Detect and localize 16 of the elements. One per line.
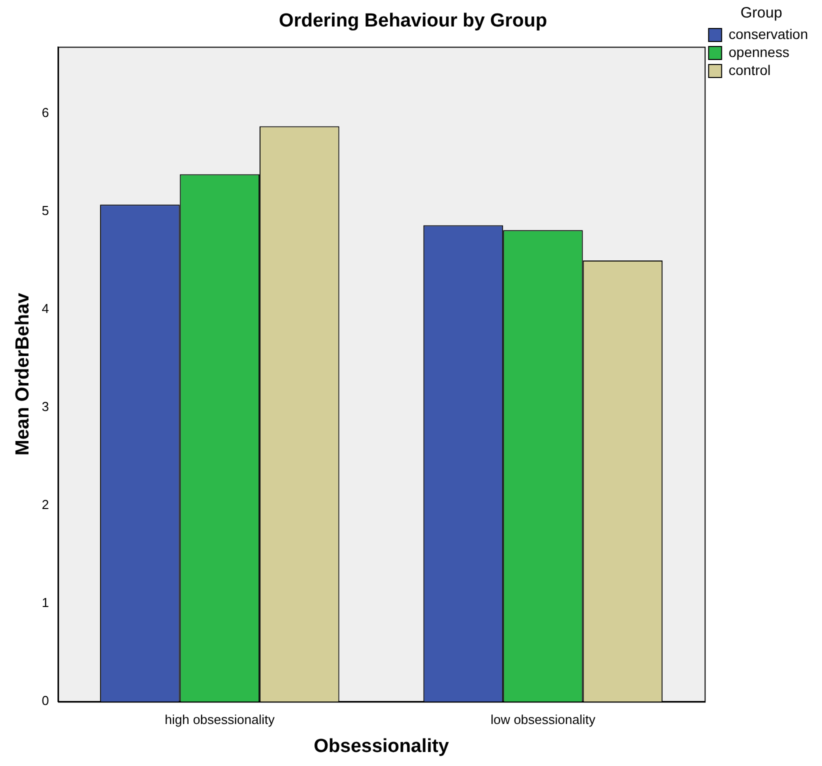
x-tick-label: low obsessionality [490,712,596,727]
y-axis-title: Mean OrderBehav [12,292,34,456]
chart-title: Ordering Behaviour by Group [278,10,548,32]
legend-title: Group [740,4,782,22]
legend-label: openness [728,44,790,60]
y-tick-label: 6 [42,105,50,120]
y-tick-label: 3 [42,399,50,414]
y-tick-label: 2 [42,497,50,512]
legend-label: conservation [728,26,808,42]
y-tick-label: 4 [42,301,50,316]
legend-label: control [728,62,771,78]
y-tick-label: 5 [42,203,50,218]
y-tick-label: 1 [42,595,50,610]
x-tick-label: high obsessionality [164,712,276,727]
x-axis-title: Obsessionality [314,736,450,757]
y-tick-label: 0 [42,693,50,708]
